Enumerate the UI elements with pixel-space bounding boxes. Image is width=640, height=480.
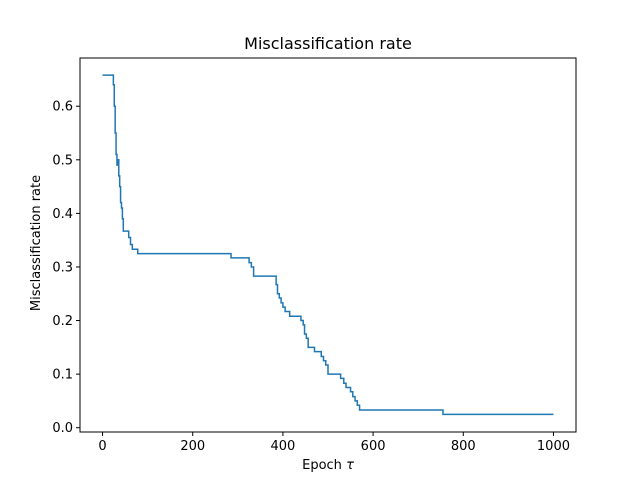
y-tick-label: 0.6 [52, 100, 73, 115]
y-tick-label: 0.1 [52, 368, 73, 383]
y-tick-label: 0.3 [52, 260, 73, 275]
x-axis-label-text: Epoch [302, 458, 342, 473]
y-tick-label: 0.4 [52, 207, 73, 222]
x-tick-label: 0 [98, 439, 106, 454]
x-axis-label-symbol: τ [346, 458, 354, 473]
y-axis-ticks: 0.0 0.1 0.2 0.3 0.4 0.5 0.6 [52, 100, 80, 436]
y-tick-label: 0.0 [52, 421, 73, 436]
x-tick-label: 400 [270, 439, 295, 454]
x-axis-ticks: 0 200 400 600 800 1000 [98, 432, 570, 454]
y-tick-label: 0.2 [52, 314, 73, 329]
chart-title: Misclassification rate [244, 34, 412, 53]
x-tick-label: 800 [451, 439, 476, 454]
series-line-0 [102, 74, 554, 416]
x-tick-label: 200 [180, 439, 205, 454]
x-tick-label: 600 [361, 439, 386, 454]
x-axis-label: Epoch τ [302, 458, 354, 473]
x-tick-label: 1000 [537, 439, 570, 454]
y-axis-label: Misclassification rate [29, 175, 44, 311]
axes-frame [79, 57, 577, 433]
y-tick-label: 0.5 [52, 153, 73, 168]
plot-area [102, 74, 554, 416]
